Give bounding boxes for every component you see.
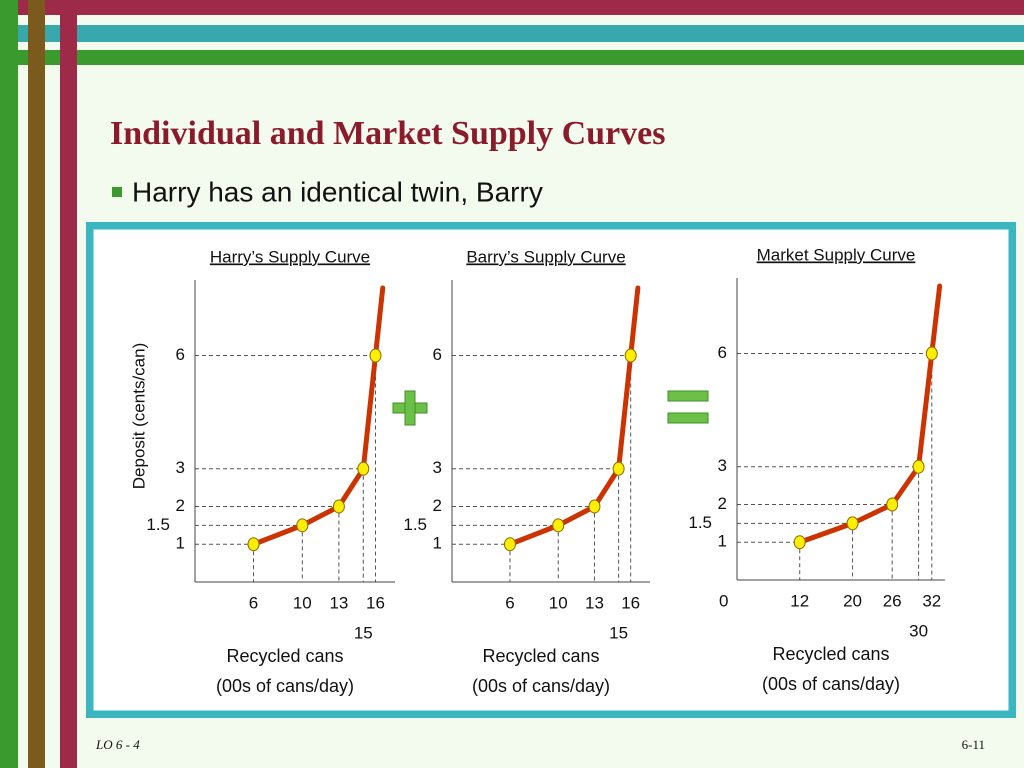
x-axis-label: Recycled cans xyxy=(482,646,599,666)
footer-right: 6-11 xyxy=(962,737,985,752)
point xyxy=(357,461,370,476)
point xyxy=(588,499,601,514)
slide-title: Individual and Market Supply Curves xyxy=(110,115,666,152)
charts: Harry’s Supply Curve Deposit (cents/can) R… xyxy=(129,245,945,696)
y-tick-label: 2 xyxy=(176,496,185,515)
origin-label: 0 xyxy=(719,591,728,610)
x-tick-label: 20 xyxy=(843,591,862,610)
x-tick-label: 15 xyxy=(354,623,373,642)
x-tick-label: 32 xyxy=(922,591,941,610)
y-tick-label: 1.5 xyxy=(146,515,170,534)
y-tick-label: 1 xyxy=(718,532,727,551)
side-bar xyxy=(0,0,18,768)
y-axis-label: Deposit (cents/can) xyxy=(129,343,148,489)
y-tick-label: 3 xyxy=(176,458,185,477)
y-tick-label: 6 xyxy=(433,345,442,364)
chart-title: Harry’s Supply Curve xyxy=(210,247,370,266)
x-axis-label: (00s of cans/day) xyxy=(472,676,610,696)
y-tick-label: 1.5 xyxy=(688,513,712,532)
x-tick-label: 16 xyxy=(366,593,385,612)
point xyxy=(925,346,938,361)
point xyxy=(503,537,516,552)
point xyxy=(332,499,345,514)
top-bar xyxy=(0,0,1024,15)
y-tick-label: 3 xyxy=(718,456,727,475)
footer-left: LO 6 - 4 xyxy=(95,737,140,752)
x-axis-label: Recycled cans xyxy=(772,644,889,664)
side-bar xyxy=(60,0,77,768)
x-tick-label: 13 xyxy=(329,593,348,612)
point xyxy=(247,537,260,552)
point xyxy=(624,348,637,363)
curve-extension xyxy=(372,285,386,358)
curve-extension xyxy=(628,285,641,358)
y-tick-label: 3 xyxy=(433,458,442,477)
point xyxy=(793,535,806,550)
equals-icon xyxy=(667,390,709,424)
x-tick-label: 10 xyxy=(293,593,312,612)
x-tick-label: 13 xyxy=(585,593,604,612)
y-tick-label: 1.5 xyxy=(403,515,427,534)
x-tick-label: 6 xyxy=(249,593,258,612)
x-axis-label: (00s of cans/day) xyxy=(216,676,354,696)
x-axis-label: Recycled cans xyxy=(226,646,343,666)
y-tick-label: 2 xyxy=(433,496,442,515)
y-tick-label: 2 xyxy=(718,494,727,513)
point xyxy=(552,518,565,533)
x-tick-label: 30 xyxy=(909,621,928,640)
point xyxy=(912,459,925,474)
top-bar xyxy=(0,50,1024,65)
curve-extension xyxy=(929,283,943,356)
chart-title: Barry’s Supply Curve xyxy=(466,247,625,266)
y-tick-label: 6 xyxy=(176,345,185,364)
x-tick-label: 10 xyxy=(549,593,568,612)
point xyxy=(369,348,382,363)
point xyxy=(886,497,899,512)
bullet-text: Harry has an identical twin, Barry xyxy=(132,176,543,207)
point xyxy=(296,518,309,533)
panel xyxy=(92,228,1010,712)
x-tick-label: 26 xyxy=(883,591,902,610)
x-tick-label: 15 xyxy=(609,623,628,642)
plus-icon xyxy=(392,390,428,426)
side-bar xyxy=(28,0,45,768)
x-axis-label: (00s of cans/day) xyxy=(762,674,900,694)
y-tick-label: 1 xyxy=(433,534,442,553)
bullet-marker xyxy=(112,187,122,197)
y-tick-label: 1 xyxy=(176,534,185,553)
x-tick-label: 16 xyxy=(621,593,640,612)
point xyxy=(846,516,859,531)
x-tick-label: 6 xyxy=(505,593,514,612)
y-tick-label: 6 xyxy=(718,343,727,362)
chart-title: Market Supply Curve xyxy=(757,245,916,264)
point xyxy=(612,461,625,476)
top-bar xyxy=(0,25,1024,42)
x-tick-label: 12 xyxy=(790,591,809,610)
